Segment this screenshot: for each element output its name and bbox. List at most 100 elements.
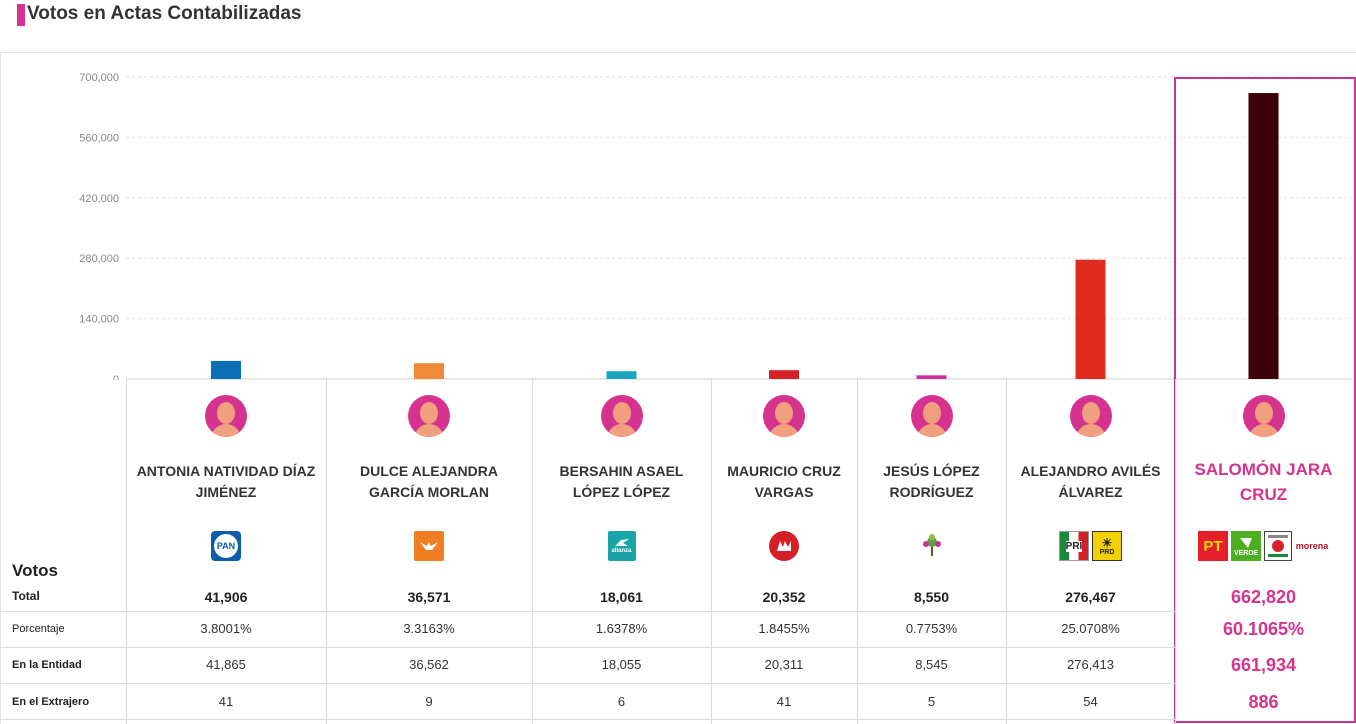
column-divider [711, 379, 712, 724]
avatar-body [606, 424, 637, 437]
candidate-name: MAURICIO CRUZ VARGAS [727, 463, 841, 500]
row-label-porcentaje: Porcentaje [12, 623, 65, 635]
winner-highlight-box [1174, 77, 1356, 723]
entity-votes-value: 18,055 [601, 657, 642, 672]
verde-party-logo: VERDE [1231, 531, 1261, 561]
candidate-avatar [1069, 395, 1112, 437]
total-votes-value: 36,571 [407, 589, 451, 605]
candidate-name: BERSAHIN ASAEL LÓPEZ LÓPEZ [559, 463, 684, 500]
abroad-votes-value: 5 [927, 694, 936, 709]
avatar-body [1248, 424, 1279, 437]
candidate-column: ANTONIA NATIVIDAD DÍAZ JIMÉNEZ PAN [126, 379, 326, 609]
entity-votes-value: 41,865 [206, 657, 246, 672]
avatar-head [922, 402, 941, 424]
candidate-column: SALOMÓN JARA CRUZ PT VERDE morena [1175, 379, 1352, 609]
morena-party-logo: morena [1295, 531, 1329, 561]
y-tick-label: 560,000 [79, 132, 119, 144]
avatar-body [211, 424, 241, 437]
row-label-total: Total [12, 589, 40, 603]
total-votes-value: 662,820 [1230, 587, 1297, 607]
party-logos [326, 531, 532, 561]
frame-border [0, 52, 1, 724]
unidad-popular-logo [769, 531, 799, 561]
party-logos [857, 531, 1006, 561]
pan-logo-text: PAN [214, 534, 238, 558]
avatar-body [916, 424, 947, 437]
y-tick-label: 420,000 [79, 193, 119, 205]
candidate-name: ANTONIA NATIVIDAD DÍAZ JIMÉNEZ [136, 463, 316, 500]
verde-logo-text: VERDE [1233, 549, 1259, 557]
entity-votes-value: 661,934 [1230, 655, 1297, 675]
y-tick-label: 140,000 [79, 314, 119, 326]
row-divider [0, 611, 1175, 612]
total-votes-value: 8,550 [913, 589, 950, 605]
bar[interactable] [606, 371, 637, 379]
alianza-logo-text: alianza [611, 548, 632, 554]
row-divider [0, 683, 1175, 684]
hands-icon [777, 541, 791, 551]
avatar-head [217, 402, 235, 424]
row-divider [0, 719, 1175, 720]
bar[interactable] [1248, 93, 1279, 379]
total-votes-value: 20,352 [762, 589, 806, 605]
prd-logo-text: PRD [1099, 548, 1115, 556]
bar[interactable] [916, 375, 947, 379]
candidate-column: BERSAHIN ASAEL LÓPEZ LÓPEZ alianza [532, 379, 711, 609]
votes-bar-chart: 0 140,000 280,000 420,000 560,000 700,000 [79, 72, 1352, 380]
column-divider [857, 379, 858, 724]
avatar-body [414, 424, 444, 437]
candidate-column: ALEJANDRO AVILÉS ÁLVAREZ PRI ☀ PRD [1006, 379, 1175, 609]
nueva-alianza-logo: alianza [607, 531, 636, 561]
percentage-value: 3.8001% [200, 621, 252, 636]
movimiento-ciudadano-logo [414, 531, 444, 561]
page-header: Votos en Actas Contabilizadas [0, 0, 1356, 53]
unidad-popular-party-logo [1264, 531, 1292, 561]
sun-icon: ☀ [1101, 535, 1113, 550]
percentage-value: 3.3163% [403, 621, 455, 636]
entity-votes-value: 20,311 [764, 657, 804, 672]
row-divider [0, 647, 1175, 648]
candidate-avatar [205, 395, 247, 437]
total-votes-value: 18,061 [600, 589, 643, 605]
pri-logo-text: PRI [1065, 540, 1083, 552]
bar[interactable] [1075, 259, 1106, 379]
tree-party-logo [917, 531, 947, 561]
morena-logo-text: morena [1295, 541, 1329, 551]
candidate-column: MAURICIO CRUZ VARGAS [711, 379, 857, 609]
party-logos: PRI ☀ PRD [1006, 531, 1175, 561]
candidate-column: JESÚS LÓPEZ RODRÍGUEZ [857, 379, 1006, 609]
avatar-head [1254, 402, 1273, 424]
abroad-votes-value: 41 [776, 694, 792, 709]
y-tick-label: 280,000 [79, 253, 119, 265]
party-logos: alianza [532, 531, 711, 561]
header-accent-bar [17, 4, 25, 26]
column-divider [532, 379, 533, 724]
avatar-head [1081, 402, 1100, 424]
avatar-head [612, 402, 631, 424]
candidate-name: DULCE ALEJANDRA GARCÍA MORLAN [360, 463, 498, 500]
pt-logo-text: PT [1203, 537, 1223, 555]
avatar-head [420, 402, 438, 424]
pri-party-logo: PRI [1059, 531, 1089, 561]
abroad-votes-value: 886 [1248, 692, 1279, 712]
bar[interactable] [414, 363, 444, 379]
prd-party-logo: ☀ PRD [1092, 531, 1122, 561]
column-divider [126, 379, 127, 724]
total-votes-value: 41,906 [204, 589, 248, 605]
total-votes-value: 276,467 [1065, 589, 1116, 605]
entity-votes-value: 36,562 [409, 657, 449, 672]
candidate-avatar [408, 395, 450, 437]
entity-votes-value: 8,545 [915, 657, 948, 672]
votos-section-label: Votos [12, 561, 58, 580]
y-tick-label: 0 [113, 374, 119, 380]
candidate-column: DULCE ALEJANDRA GARCÍA MORLAN [326, 379, 532, 609]
row-label-entidad: En la Entidad [12, 659, 82, 671]
column-divider [326, 379, 327, 724]
bar[interactable] [211, 360, 241, 379]
bar[interactable] [769, 370, 799, 379]
toucan-icon [1240, 537, 1252, 548]
page-title: Votos en Actas Contabilizadas [27, 3, 302, 24]
percentage-value: 25.0708% [1061, 621, 1120, 636]
party-logos: PT VERDE morena [1175, 531, 1352, 561]
column-divider [1006, 379, 1007, 724]
